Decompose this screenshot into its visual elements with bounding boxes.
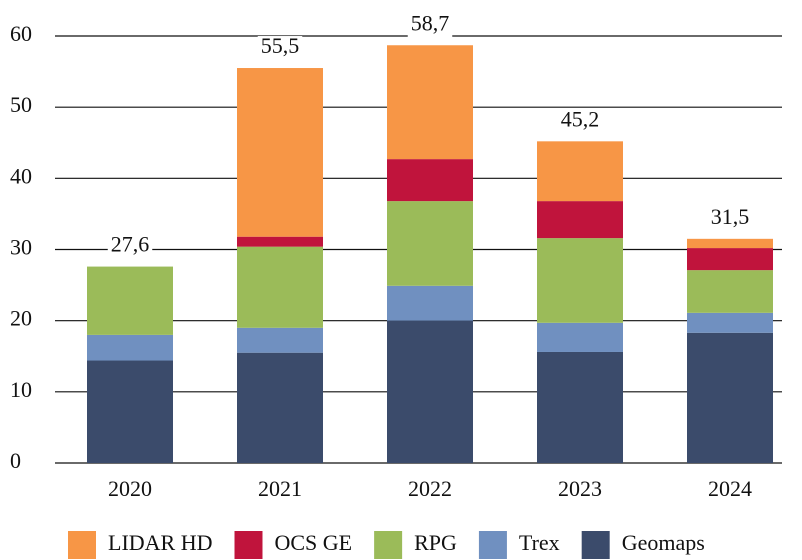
total-label: 45,2 bbox=[561, 106, 600, 131]
bar-segment bbox=[87, 360, 173, 463]
legend-label: RPG bbox=[414, 530, 457, 555]
total-label-bg bbox=[407, 13, 453, 38]
total-label: 55,5 bbox=[261, 33, 300, 58]
bar-segment bbox=[537, 351, 623, 463]
x-tick-label: 2024 bbox=[708, 476, 752, 501]
legend-swatch bbox=[374, 531, 403, 559]
bar-segment bbox=[387, 320, 473, 463]
legend-label: OCS GE bbox=[275, 530, 353, 555]
bar-segment bbox=[237, 236, 323, 247]
legend-label: Geomaps bbox=[622, 530, 705, 555]
bar-segment bbox=[687, 332, 773, 463]
bar-segment bbox=[537, 238, 623, 323]
y-tick-label: 40 bbox=[10, 163, 32, 188]
y-tick-label: 0 bbox=[10, 448, 21, 473]
bar-segment bbox=[537, 141, 623, 202]
total-label-bg bbox=[107, 234, 153, 259]
y-tick-label: 50 bbox=[10, 92, 32, 117]
bar-segment bbox=[237, 352, 323, 463]
total-label: 27,6 bbox=[111, 232, 150, 257]
legend-label: LIDAR HD bbox=[108, 530, 213, 555]
legend-swatch bbox=[478, 531, 507, 559]
bar-segment bbox=[387, 201, 473, 286]
y-tick-label: 10 bbox=[10, 377, 32, 402]
bar-segment bbox=[237, 246, 323, 328]
x-tick-label: 2020 bbox=[108, 476, 152, 501]
x-tick-label: 2021 bbox=[258, 476, 302, 501]
y-tick-label: 60 bbox=[10, 21, 32, 46]
bar-segment bbox=[537, 322, 623, 352]
y-tick-label: 30 bbox=[10, 235, 32, 260]
legend-swatch bbox=[68, 531, 96, 559]
total-label: 31,5 bbox=[711, 204, 750, 229]
total-label-bg bbox=[257, 36, 303, 61]
bar-segment bbox=[687, 238, 773, 249]
bar-segment bbox=[237, 327, 323, 353]
legend-swatch bbox=[581, 531, 610, 559]
legend-swatch bbox=[234, 531, 263, 559]
bar-segment bbox=[687, 270, 773, 313]
total-label: 58,7 bbox=[411, 10, 450, 35]
bar-segment bbox=[687, 312, 773, 333]
x-tick-label: 2023 bbox=[558, 476, 602, 501]
bar-segment bbox=[387, 285, 473, 321]
bar-segment bbox=[87, 334, 173, 361]
bar-segment bbox=[387, 45, 473, 160]
y-tick-label: 20 bbox=[10, 306, 32, 331]
bar-segment bbox=[87, 266, 173, 335]
total-label-bg bbox=[707, 206, 753, 231]
bar-segment bbox=[687, 248, 773, 271]
bar-segment bbox=[537, 201, 623, 239]
bar-segment bbox=[387, 159, 473, 202]
legend-label: Trex bbox=[519, 530, 560, 555]
x-tick-label: 2022 bbox=[408, 476, 452, 501]
total-label-bg bbox=[557, 109, 603, 134]
bar-segment bbox=[237, 68, 323, 237]
